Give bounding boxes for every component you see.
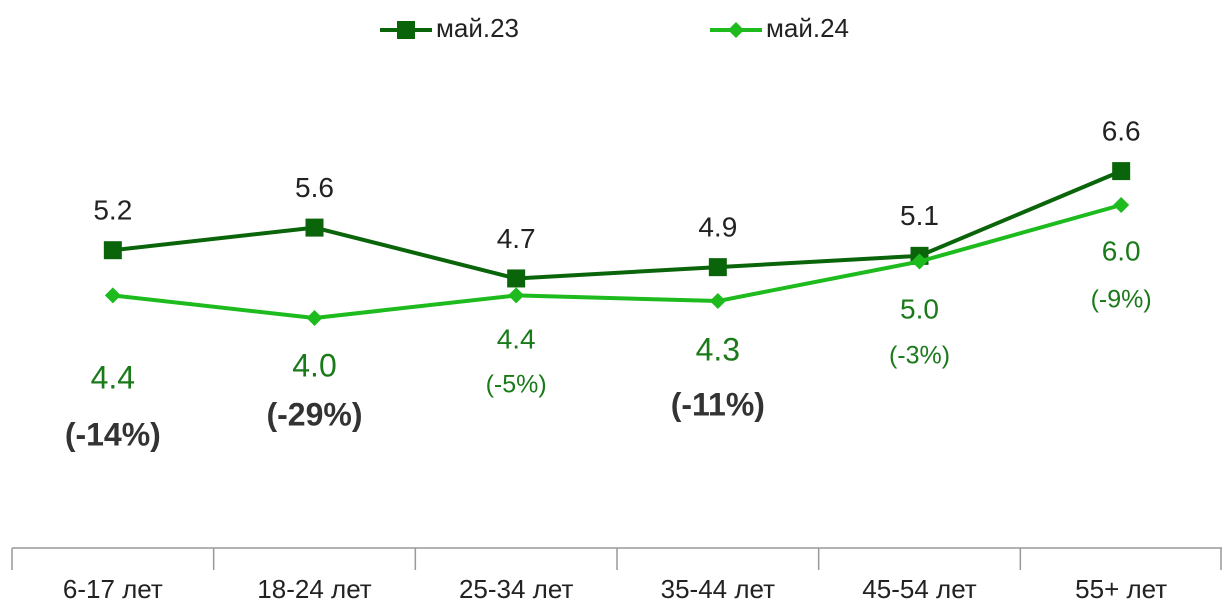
series-line — [112, 203, 1122, 320]
annotation: (-11%) — [671, 386, 765, 422]
data-label: 4.4 — [497, 323, 536, 354]
point — [1112, 162, 1131, 181]
data-label: 4.4 — [91, 359, 135, 395]
annotation: (-3%) — [889, 342, 950, 370]
x-tick-label: 55+ лет — [1075, 574, 1167, 604]
point — [104, 287, 121, 304]
point — [103, 241, 122, 260]
annotation: (-9%) — [1091, 286, 1152, 314]
point — [507, 269, 526, 288]
point — [911, 253, 928, 270]
data-label: 4.3 — [696, 331, 740, 367]
data-label: 6.0 — [1102, 235, 1141, 266]
data-label: 5.1 — [900, 200, 939, 231]
data-label: 4.7 — [497, 223, 536, 254]
legend-marker — [728, 22, 744, 38]
point — [1113, 197, 1130, 213]
data-label: 5.6 — [295, 172, 334, 203]
annotation: (-14%) — [65, 416, 161, 452]
data-label: 6.6 — [1102, 115, 1141, 146]
point — [709, 293, 726, 310]
legend-marker — [397, 21, 415, 39]
data-label: 5.2 — [93, 195, 132, 226]
legend-label: май.23 — [436, 13, 519, 43]
data-label: 4.9 — [698, 212, 737, 243]
x-tick-label: 35-44 лет — [661, 574, 775, 604]
x-tick-label: 25-34 лет — [459, 574, 573, 604]
point — [305, 218, 324, 237]
annotation: (-5%) — [486, 371, 547, 399]
point — [508, 287, 525, 304]
annotation: (-29%) — [266, 396, 362, 432]
point — [306, 310, 323, 326]
legend-label: май.24 — [766, 13, 849, 43]
data-label: 4.0 — [292, 347, 336, 383]
x-tick-label: 45-54 лет — [862, 574, 976, 604]
data-label: 5.0 — [900, 293, 939, 324]
point — [708, 258, 727, 277]
series-line — [112, 169, 1122, 281]
x-tick-label: 6-17 лет — [63, 574, 163, 604]
x-tick-label: 18-24 лет — [257, 574, 371, 604]
